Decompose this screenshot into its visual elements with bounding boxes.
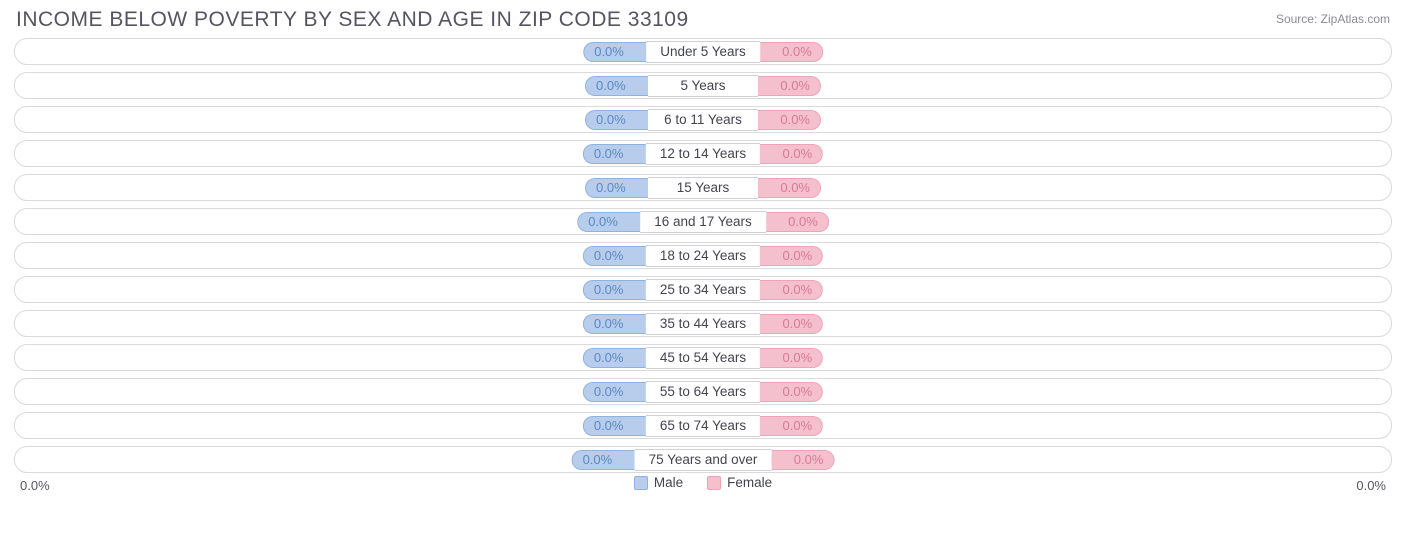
male-bar: 0.0% <box>577 212 641 232</box>
row-center: 0.0%45 to 54 Years0.0% <box>583 347 823 369</box>
male-bar: 0.0% <box>583 280 647 300</box>
category-label: 18 to 24 Years <box>646 245 760 267</box>
category-label: 5 Years <box>648 75 758 97</box>
category-label: 15 Years <box>648 177 758 199</box>
male-bar: 0.0% <box>583 314 647 334</box>
male-bar: 0.0% <box>572 450 636 470</box>
male-bar: 0.0% <box>583 382 647 402</box>
chart-area: 0.0%Under 5 Years0.0%0.0%5 Years0.0%0.0%… <box>10 38 1396 473</box>
female-bar: 0.0% <box>759 144 823 164</box>
category-label: 45 to 54 Years <box>646 347 760 369</box>
female-bar: 0.0% <box>759 382 823 402</box>
category-label: 25 to 34 Years <box>646 279 760 301</box>
row-center: 0.0%75 Years and over0.0% <box>572 449 835 471</box>
row-center: 0.0%6 to 11 Years0.0% <box>585 109 821 131</box>
chart-row: 0.0%5 Years0.0% <box>14 72 1392 99</box>
axis-right-label: 0.0% <box>1356 478 1386 493</box>
category-label: 75 Years and over <box>635 449 772 471</box>
category-label: 16 and 17 Years <box>640 211 766 233</box>
chart-row: 0.0%75 Years and over0.0% <box>14 446 1392 473</box>
female-bar: 0.0% <box>759 280 823 300</box>
chart-row: 0.0%12 to 14 Years0.0% <box>14 140 1392 167</box>
chart-row: 0.0%65 to 74 Years0.0% <box>14 412 1392 439</box>
chart-row: 0.0%25 to 34 Years0.0% <box>14 276 1392 303</box>
legend-item-female: Female <box>707 475 772 490</box>
category-label: Under 5 Years <box>646 41 760 63</box>
chart-row: 0.0%15 Years0.0% <box>14 174 1392 201</box>
female-bar: 0.0% <box>759 348 823 368</box>
female-bar: 0.0% <box>759 314 823 334</box>
row-center: 0.0%Under 5 Years0.0% <box>583 41 823 63</box>
category-label: 65 to 74 Years <box>646 415 760 437</box>
row-center: 0.0%25 to 34 Years0.0% <box>583 279 823 301</box>
row-center: 0.0%12 to 14 Years0.0% <box>583 143 823 165</box>
category-label: 35 to 44 Years <box>646 313 760 335</box>
female-bar: 0.0% <box>759 416 823 436</box>
source-attribution: Source: ZipAtlas.com <box>1276 8 1390 26</box>
chart-row: 0.0%35 to 44 Years0.0% <box>14 310 1392 337</box>
male-bar: 0.0% <box>583 348 647 368</box>
row-center: 0.0%65 to 74 Years0.0% <box>583 415 823 437</box>
male-swatch-icon <box>634 476 648 490</box>
female-bar: 0.0% <box>765 212 829 232</box>
chart-container: INCOME BELOW POVERTY BY SEX AND AGE IN Z… <box>0 0 1406 496</box>
category-label: 55 to 64 Years <box>646 381 760 403</box>
row-center: 0.0%18 to 24 Years0.0% <box>583 245 823 267</box>
female-bar: 0.0% <box>759 42 823 62</box>
row-center: 0.0%35 to 44 Years0.0% <box>583 313 823 335</box>
chart-title: INCOME BELOW POVERTY BY SEX AND AGE IN Z… <box>16 8 689 32</box>
row-center: 0.0%15 Years0.0% <box>585 177 821 199</box>
axis-left-label: 0.0% <box>20 478 50 493</box>
chart-row: 0.0%18 to 24 Years0.0% <box>14 242 1392 269</box>
female-bar: 0.0% <box>757 76 821 96</box>
chart-row: 0.0%Under 5 Years0.0% <box>14 38 1392 65</box>
chart-row: 0.0%55 to 64 Years0.0% <box>14 378 1392 405</box>
female-bar: 0.0% <box>757 178 821 198</box>
legend-male-label: Male <box>654 475 683 490</box>
row-center: 0.0%5 Years0.0% <box>585 75 821 97</box>
row-center: 0.0%55 to 64 Years0.0% <box>583 381 823 403</box>
female-bar: 0.0% <box>757 110 821 130</box>
chart-row: 0.0%6 to 11 Years0.0% <box>14 106 1392 133</box>
female-swatch-icon <box>707 476 721 490</box>
male-bar: 0.0% <box>583 144 647 164</box>
legend-item-male: Male <box>634 475 683 490</box>
legend-female-label: Female <box>727 475 772 490</box>
legend: Male Female <box>10 475 1396 490</box>
category-label: 6 to 11 Years <box>648 109 758 131</box>
chart-row: 0.0%45 to 54 Years0.0% <box>14 344 1392 371</box>
female-bar: 0.0% <box>770 450 834 470</box>
male-bar: 0.0% <box>583 246 647 266</box>
row-center: 0.0%16 and 17 Years0.0% <box>577 211 829 233</box>
male-bar: 0.0% <box>583 416 647 436</box>
female-bar: 0.0% <box>759 246 823 266</box>
header: INCOME BELOW POVERTY BY SEX AND AGE IN Z… <box>10 8 1396 38</box>
male-bar: 0.0% <box>585 110 649 130</box>
male-bar: 0.0% <box>585 178 649 198</box>
category-label: 12 to 14 Years <box>646 143 760 165</box>
chart-row: 0.0%16 and 17 Years0.0% <box>14 208 1392 235</box>
male-bar: 0.0% <box>585 76 649 96</box>
male-bar: 0.0% <box>583 42 647 62</box>
